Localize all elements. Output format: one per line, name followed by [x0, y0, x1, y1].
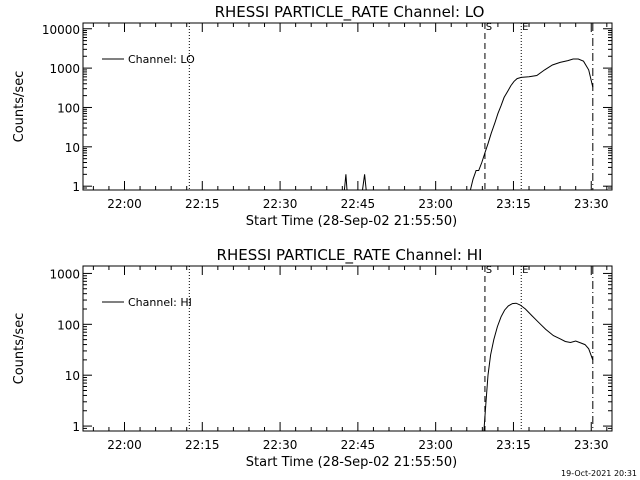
y-tick-label: 1 [72, 180, 80, 194]
y-tick-label: 10000 [42, 23, 80, 37]
marker-label: E [522, 22, 528, 33]
x-tick-label: 22:45 [341, 438, 376, 452]
chart-title: RHESSI PARTICLE_RATE Channel: HI [217, 246, 483, 265]
timestamp: 19-Oct-2021 20:31 [561, 469, 637, 478]
x-tick-label: 22:30 [263, 438, 298, 452]
y-axis-label: Counts/sec [12, 313, 27, 385]
series-line [83, 58, 594, 191]
plot-frame [82, 265, 613, 432]
legend-label: Channel: LO [128, 53, 195, 66]
x-tick-label: 22:30 [263, 197, 298, 211]
x-tick-label: 23:30 [574, 197, 609, 211]
x-tick-label: 23:30 [574, 438, 609, 452]
y-tick-label: 100 [57, 318, 80, 332]
y-tick-label: 1 [72, 420, 80, 434]
x-tick-label: 22:00 [107, 438, 142, 452]
x-tick-label: 23:15 [496, 197, 531, 211]
y-tick-label: 100 [57, 101, 80, 115]
y-tick-label: 10 [65, 141, 80, 155]
series-line [483, 302, 594, 432]
panel-1 [82, 265, 613, 432]
marker-label: E [522, 265, 528, 276]
x-tick-label: 22:15 [185, 197, 220, 211]
legend-label: Channel: HI [128, 296, 192, 309]
y-tick-label: 1000 [49, 267, 80, 281]
marker-label: S [486, 265, 492, 276]
y-axis-label: Counts/sec [12, 71, 27, 143]
marker-label: S [486, 22, 492, 33]
y-tick-label: 1000 [49, 62, 80, 76]
plot-frame [82, 22, 613, 191]
x-axis-label: Start Time (28-Sep-02 21:55:50) [246, 455, 457, 470]
x-tick-label: 23:00 [418, 438, 453, 452]
x-tick-label: 22:45 [341, 197, 376, 211]
x-tick-label: 22:15 [185, 438, 220, 452]
panel-0 [82, 22, 613, 191]
x-axis-label: Start Time (28-Sep-02 21:55:50) [246, 214, 457, 229]
chart-title: RHESSI PARTICLE_RATE Channel: LO [215, 3, 485, 22]
x-tick-label: 22:00 [107, 197, 142, 211]
y-tick-label: 10 [65, 369, 80, 383]
x-tick-label: 23:15 [496, 438, 531, 452]
x-tick-label: 23:00 [418, 197, 453, 211]
